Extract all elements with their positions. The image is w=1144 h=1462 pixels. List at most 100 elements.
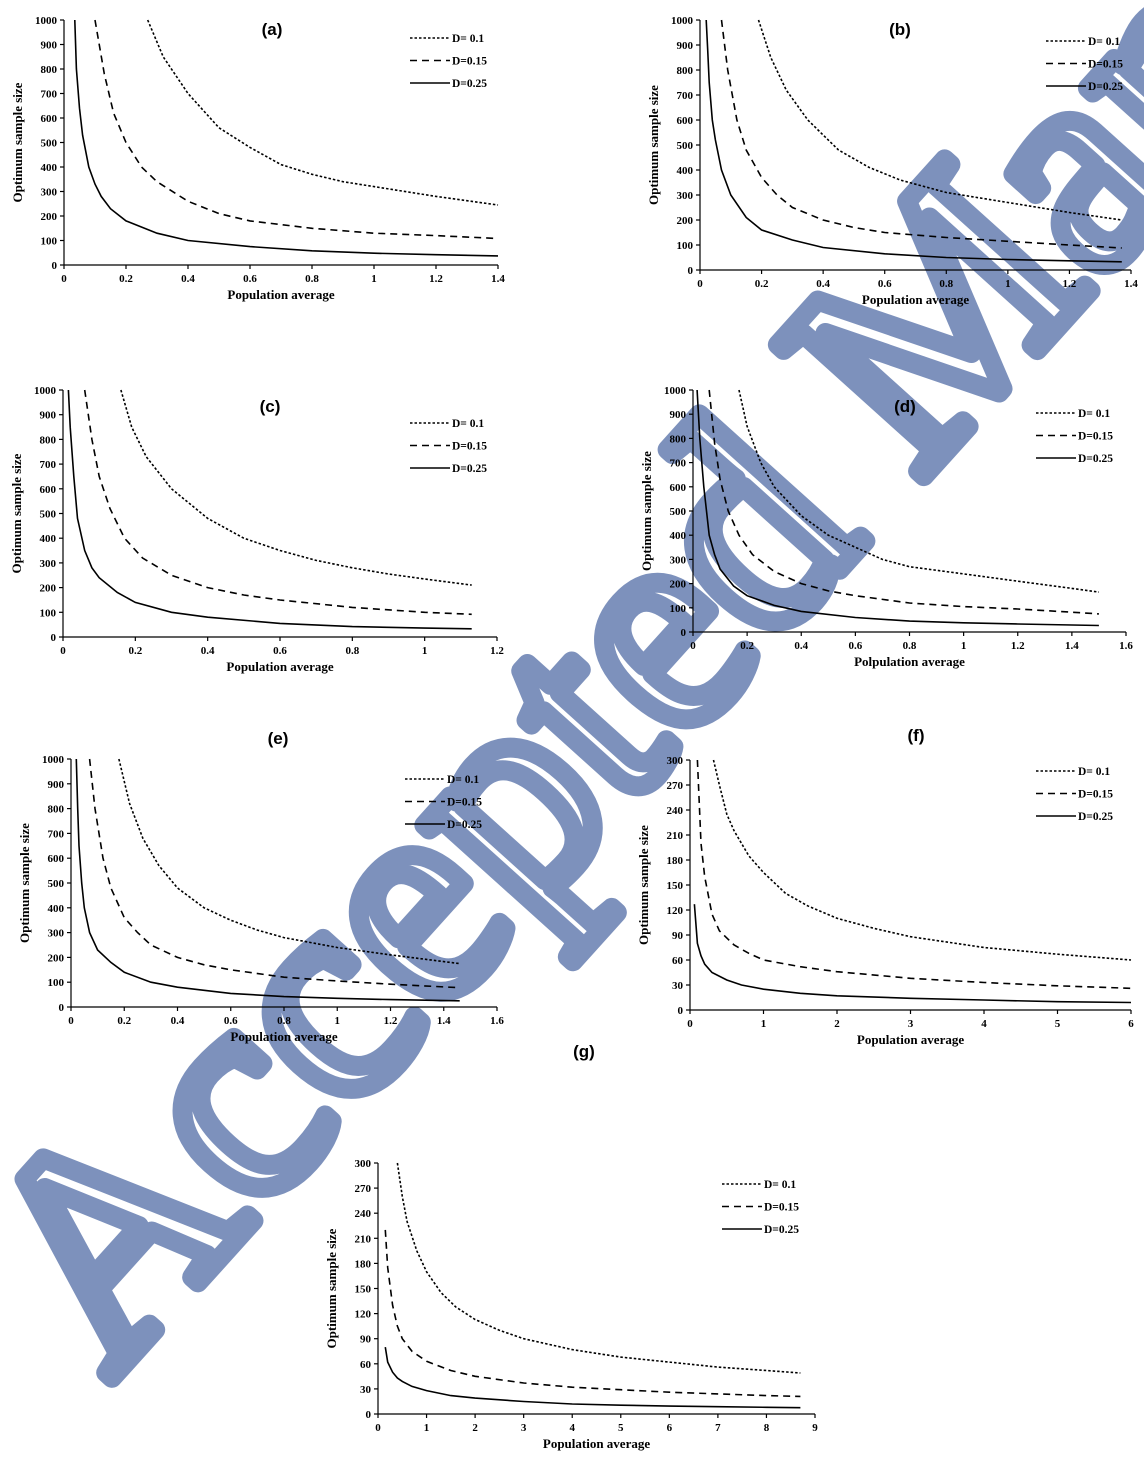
x-tick-label: 4 (981, 1018, 987, 1030)
y-tick-label: 30 (360, 1384, 372, 1396)
y-axis-label: Optimum sample size (636, 825, 651, 945)
y-tick-label: 210 (355, 1233, 372, 1245)
y-tick-label: 150 (667, 880, 684, 892)
y-tick-label: 180 (355, 1258, 372, 1270)
y-tick-label: 0 (51, 632, 57, 644)
y-tick-label: 600 (41, 113, 58, 125)
y-tick-label: 600 (670, 482, 687, 494)
series-line-2 (83, 389, 472, 616)
y-tick-label: 100 (677, 240, 694, 252)
x-axis-label: Population average (857, 1032, 964, 1047)
x-tick-label: 1 (335, 1015, 341, 1027)
x-tick-label: 0.6 (849, 640, 863, 652)
series-line-2 (384, 1229, 801, 1398)
y-tick-label: 900 (677, 40, 694, 52)
legend-label: D= 0.1 (1078, 408, 1110, 420)
y-tick-label: 150 (355, 1284, 372, 1296)
series-line-1 (118, 758, 460, 965)
chart-d: 0 100 200 300 400 500 600 700 800 900 1000 0 0.2 0.4 0… (639, 385, 1133, 669)
x-tick-label: 0.6 (273, 645, 287, 657)
legend-label: D=0.15 (452, 56, 487, 68)
y-tick-label: 200 (677, 215, 694, 227)
chart-g: 0 30 60 90 120 150 180 210 240 270 300 0 1 2 3 4 5 6 7 8 9 Po… (324, 1042, 818, 1451)
y-tick-label: 90 (672, 930, 684, 942)
y-tick-label: 60 (672, 955, 684, 967)
y-tick-label: 120 (355, 1309, 372, 1321)
legend-label: D=0.15 (447, 797, 482, 809)
chart-title: (b) (889, 20, 911, 39)
x-tick-label: 0.6 (224, 1015, 238, 1027)
y-tick-label: 210 (667, 830, 684, 842)
y-tick-label: 600 (40, 484, 57, 496)
y-axis-label: Optimum sample size (646, 85, 661, 205)
x-tick-label: 1.4 (491, 273, 505, 285)
series-line-3 (67, 389, 472, 630)
y-tick-label: 120 (667, 905, 684, 917)
legend-label: D=0.25 (1078, 453, 1113, 465)
y-tick-label: 800 (40, 434, 57, 446)
y-tick-label: 100 (670, 603, 687, 615)
y-tick-label: 1000 (35, 15, 58, 27)
y-tick-label: 100 (41, 236, 58, 248)
series-line-2 (94, 19, 499, 240)
y-tick-label: 300 (677, 190, 694, 202)
x-tick-label: 1.2 (429, 273, 443, 285)
y-tick-label: 600 (48, 853, 65, 865)
series-line-3 (693, 904, 1132, 1004)
y-tick-label: 0 (678, 1005, 684, 1017)
y-tick-label: 90 (360, 1334, 372, 1346)
x-tick-label: 1.4 (1065, 640, 1079, 652)
x-tick-label: 1.6 (490, 1015, 504, 1027)
y-tick-label: 270 (355, 1183, 372, 1195)
y-tick-label: 300 (41, 187, 58, 199)
x-tick-label: 6 (667, 1422, 673, 1434)
y-axis-label: Optimum sample size (639, 451, 654, 571)
x-tick-label: 0 (697, 278, 703, 290)
series-line-1 (146, 19, 499, 206)
x-tick-label: 0.4 (816, 278, 830, 290)
legend-label: D=0.25 (452, 463, 487, 475)
y-tick-label: 1000 (42, 754, 65, 766)
x-tick-label: 1 (761, 1018, 767, 1030)
y-axis-label: Optimum sample size (9, 453, 24, 573)
y-tick-label: 200 (48, 952, 65, 964)
legend-label: D=0.25 (447, 819, 482, 831)
series-line-3 (696, 389, 1099, 627)
y-tick-label: 800 (677, 65, 694, 77)
y-axis-label: Optimum sample size (17, 823, 32, 943)
y-tick-label: 900 (48, 779, 65, 791)
x-tick-label: 0.8 (305, 273, 319, 285)
y-tick-label: 1000 (664, 385, 687, 397)
y-tick-label: 300 (48, 928, 65, 940)
legend-label: D= 0.1 (1088, 36, 1120, 48)
x-tick-label: 1 (371, 273, 377, 285)
y-tick-label: 200 (670, 579, 687, 591)
y-tick-label: 400 (677, 165, 694, 177)
x-tick-label: 2 (472, 1422, 478, 1434)
y-tick-label: 700 (41, 89, 58, 101)
y-tick-label: 300 (40, 558, 57, 570)
y-tick-label: 700 (677, 90, 694, 102)
x-tick-label: 1.2 (1063, 278, 1077, 290)
x-tick-label: 0.4 (181, 273, 195, 285)
y-axis-label: Optimum sample size (10, 82, 25, 202)
x-axis-label: Polpulation average (854, 654, 965, 669)
y-tick-label: 180 (667, 855, 684, 867)
x-tick-label: 1 (961, 640, 967, 652)
legend-label: D= 0.1 (1078, 766, 1110, 778)
legend-label: D=0.15 (1078, 789, 1113, 801)
y-tick-label: 300 (667, 755, 684, 767)
legend-label: D= 0.1 (452, 33, 484, 45)
legend-label: D=0.25 (452, 78, 487, 90)
y-tick-label: 100 (48, 977, 65, 989)
legend-label: D=0.25 (1078, 811, 1113, 823)
x-tick-label: 0.4 (171, 1015, 185, 1027)
x-tick-label: 0.2 (755, 278, 769, 290)
legend-label: D= 0.1 (764, 1179, 796, 1191)
x-axis-label: Population average (862, 292, 969, 307)
x-tick-label: 5 (1055, 1018, 1061, 1030)
x-axis-label: Population average (543, 1436, 650, 1451)
